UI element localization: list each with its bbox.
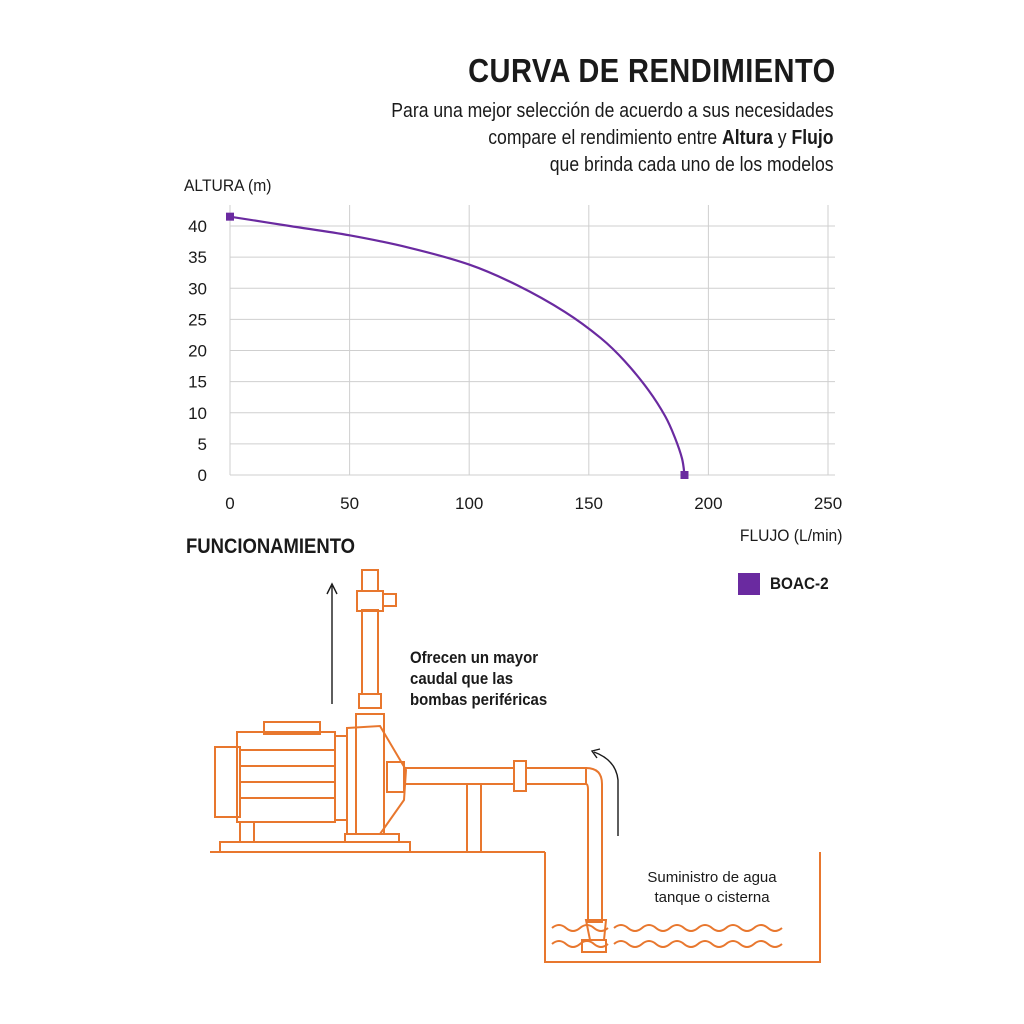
pipe-support	[466, 783, 482, 853]
subtitle-line-2: compare el rendimiento entre Altura y Fl…	[488, 127, 834, 149]
y-tick-label-0: 0	[198, 466, 207, 485]
pump-volute	[355, 713, 385, 835]
outlet-flange-low	[358, 693, 382, 709]
y-tick-label-5: 5	[198, 435, 207, 454]
motor-body	[236, 731, 336, 823]
x-tick-label-250: 250	[814, 494, 842, 513]
legend-label-boac-2: BOAC-2	[770, 574, 829, 593]
chart-subtitle: Para una mejor selección de acuerdo a su…	[392, 98, 834, 179]
motor-coupling	[334, 735, 348, 821]
series-marker-start	[226, 212, 234, 221]
water-waves-upper	[551, 924, 783, 932]
y-axis-label: ALTURA (m)	[184, 176, 272, 195]
chart-series	[226, 212, 689, 479]
y-tick-label-35: 35	[188, 248, 207, 267]
chart-legend: BOAC-2	[738, 573, 835, 595]
pump-foot	[344, 833, 400, 843]
outlet-valve	[382, 593, 397, 607]
series-line-boac-2	[229, 215, 686, 476]
outlet-pipe	[361, 609, 379, 695]
subtitle-bold-flujo: Flujo	[791, 127, 834, 149]
chart-title: CURVA DE RENDIMIENTO	[468, 52, 836, 89]
y-tick-label-10: 10	[188, 404, 207, 423]
pump-base	[219, 841, 411, 853]
pump-housing	[346, 724, 408, 835]
inlet-flange	[386, 761, 405, 793]
water-waves-lower	[551, 940, 783, 948]
y-tick-label-30: 30	[188, 279, 207, 298]
outlet-flange-high	[356, 590, 384, 612]
water-tank	[544, 852, 821, 963]
inlet-pipe-2	[525, 767, 587, 785]
y-tick-label-20: 20	[188, 342, 207, 361]
outlet-pipe-top	[361, 569, 379, 592]
diagram-caption: Ofrecen un mayor caudal que las bombas p…	[410, 648, 548, 709]
x-tick-label-100: 100	[455, 494, 483, 513]
y-tick-label-15: 15	[188, 373, 207, 392]
pipe-elbow	[585, 767, 603, 923]
x-tick-label-200: 200	[694, 494, 722, 513]
y-tick-label-25: 25	[188, 310, 207, 329]
performance-chart: 0 5 10 15 20 25 30 35 40 0 50 100 150 200 250	[188, 205, 842, 513]
chart-ticks: 0 5 10 15 20 25 30 35 40 0 50 100 150 200 250	[188, 217, 842, 513]
inlet-pipe	[403, 767, 515, 785]
legend-swatch	[738, 573, 760, 595]
x-tick-label-150: 150	[575, 494, 603, 513]
inlet-union	[513, 760, 527, 792]
subtitle-line-1: Para una mejor selección de acuerdo a su…	[391, 100, 834, 122]
x-axis-label: FLUJO (L/min)	[739, 526, 842, 545]
section-title-funcionamiento: FUNCIONAMIENTO	[186, 535, 356, 558]
y-tick-label-40: 40	[188, 217, 207, 236]
supply-label: Suministro de agua tanque o cisterna	[647, 869, 777, 906]
motor-foot-left	[239, 821, 255, 843]
flow-suction-arrow	[593, 751, 619, 836]
chart-grid	[229, 205, 835, 476]
series-marker-end	[680, 471, 689, 479]
subtitle-line-3: que brinda cada uno de los modelos	[550, 154, 834, 176]
motor-top-cap	[263, 721, 321, 735]
x-tick-label-50: 50	[340, 494, 359, 513]
subtitle-bold-altura: Altura	[722, 127, 774, 149]
x-tick-label-0: 0	[225, 494, 234, 513]
